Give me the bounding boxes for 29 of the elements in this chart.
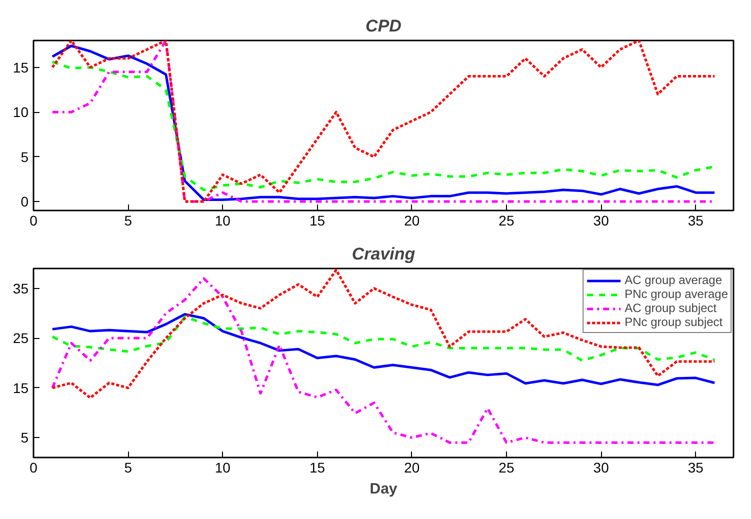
y-tick-label: 15 xyxy=(12,59,29,76)
x-tick-label: 15 xyxy=(310,460,326,476)
chart-title: Craving xyxy=(352,244,416,264)
x-tick-label: 15 xyxy=(310,212,326,228)
y-tick-label: 5 xyxy=(20,148,29,165)
legend-label: AC group subject xyxy=(624,301,717,315)
x-tick-label: 30 xyxy=(593,212,610,228)
x-tick-label: 10 xyxy=(214,212,231,228)
legend-label: AC group average xyxy=(624,273,722,287)
y-tick-label: 5 xyxy=(20,430,29,446)
x-tick-label: 35 xyxy=(688,212,704,228)
x-tick-label: 25 xyxy=(498,460,514,476)
legend-label: PNc group average xyxy=(624,287,728,301)
legend-label: PNc group subject xyxy=(624,315,723,329)
x-tick-label: 25 xyxy=(498,212,514,228)
x-tick-label: 35 xyxy=(688,460,704,476)
x-tick-label: 10 xyxy=(214,460,231,476)
y-tick-label: 10 xyxy=(12,104,29,120)
x-axis-title: Day xyxy=(370,480,398,498)
x-tick-label: 30 xyxy=(593,460,610,476)
y-tick-label: 25 xyxy=(12,330,29,346)
x-tick-label: 5 xyxy=(124,212,132,228)
x-tick-label: 5 xyxy=(124,460,132,476)
y-tick-label: 0 xyxy=(20,194,29,210)
chart-title: CPD xyxy=(366,16,402,36)
x-tick-label: 20 xyxy=(404,460,420,476)
x-tick-label: 20 xyxy=(404,212,420,228)
y-tick-label: 35 xyxy=(12,280,29,296)
y-tick-label: 15 xyxy=(12,380,29,396)
